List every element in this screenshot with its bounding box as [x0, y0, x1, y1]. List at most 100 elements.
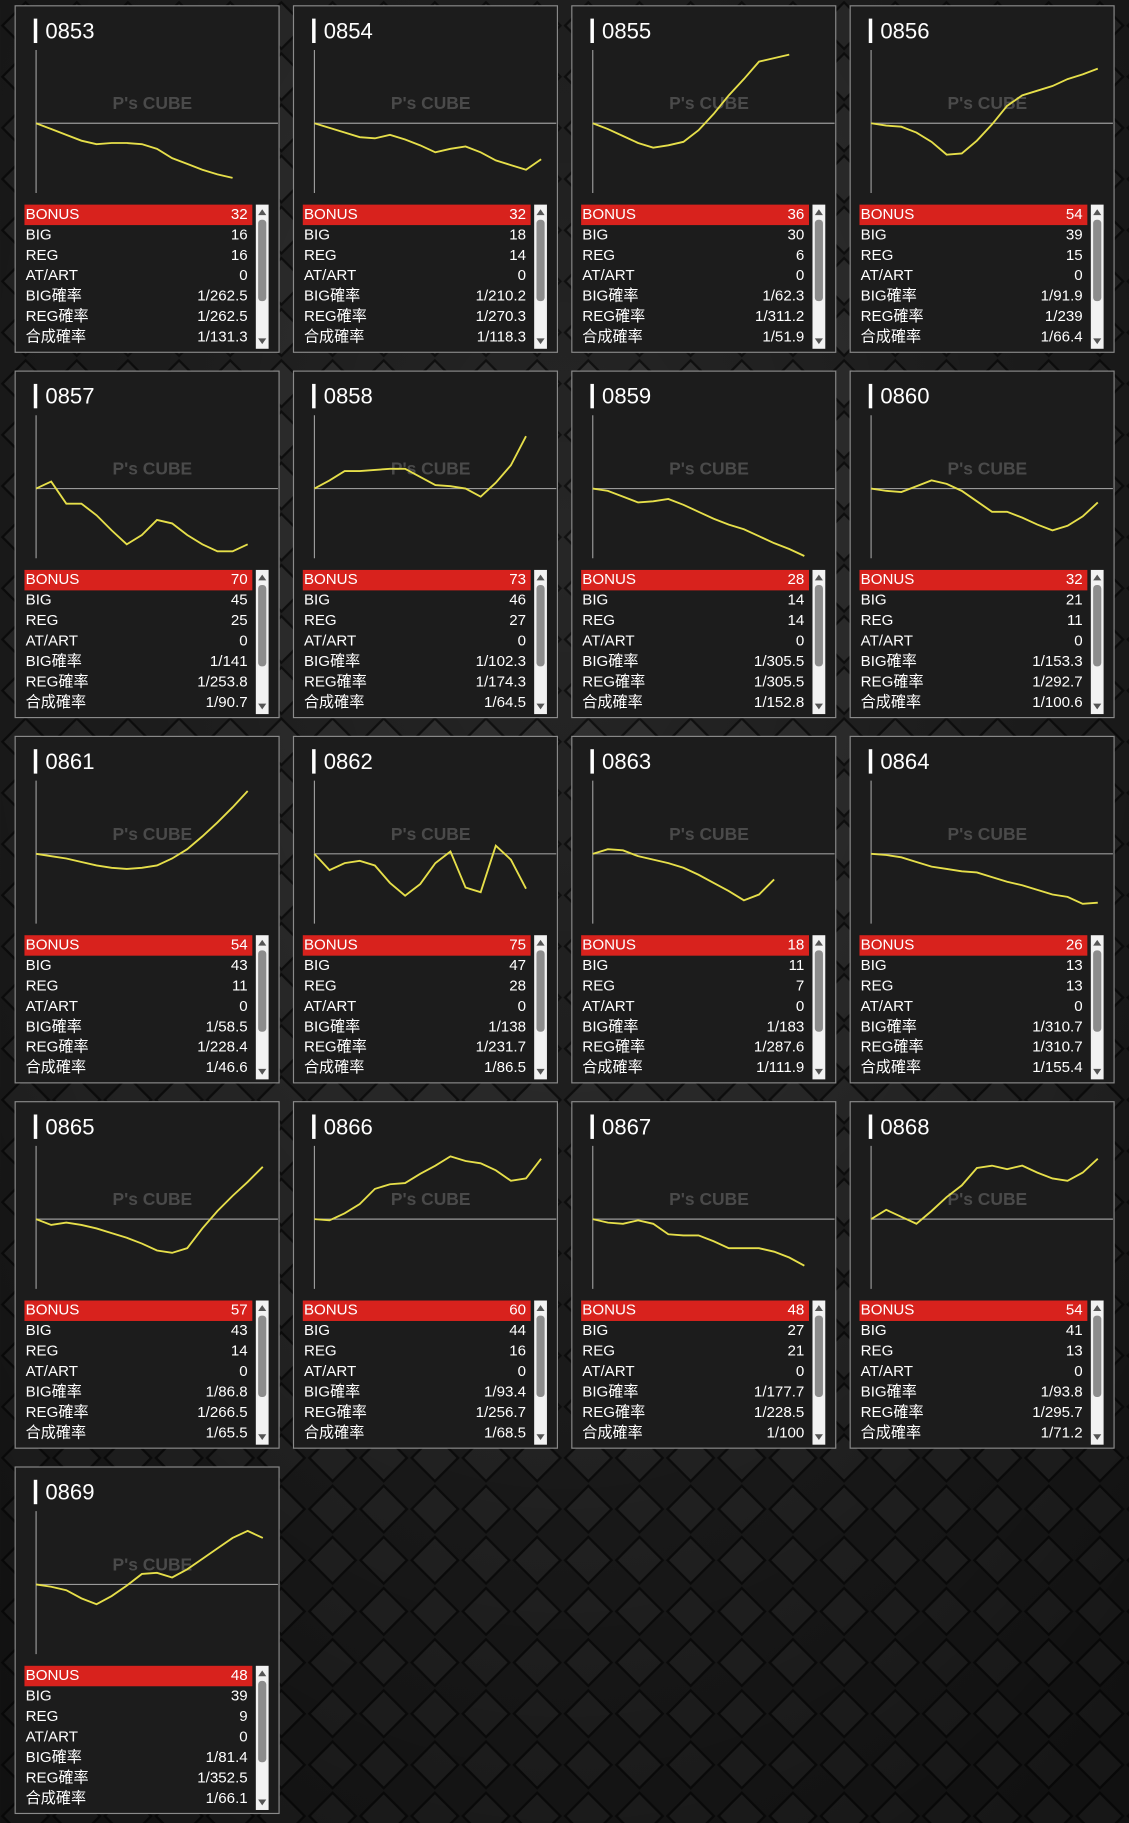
stat-value: 0	[796, 1363, 804, 1380]
card-bg	[14, 370, 280, 719]
stat-label: BONUS	[861, 571, 915, 588]
stat-value: 1/310.7	[1032, 1039, 1082, 1056]
watermark: P's CUBE	[391, 459, 471, 479]
stat-value: 1/131.3	[197, 329, 247, 346]
machine-card: 0860 P's CUBE BONUS 32 BIG 21 REG 11 AT/ART 0 BIG確…	[849, 370, 1115, 719]
card-bg	[292, 370, 558, 719]
scroll-thumb	[1093, 585, 1102, 667]
stat-value: 0	[796, 633, 804, 650]
scroll-down	[1093, 338, 1102, 345]
trend-line	[313, 844, 527, 897]
machine-id: 0865	[45, 1114, 94, 1139]
stat-label: AT/ART	[26, 1363, 78, 1380]
scroll-up	[1093, 209, 1102, 216]
stat-value: 1/155.4	[1032, 1059, 1082, 1076]
scroll-thumb	[258, 219, 267, 302]
machine-card: 0864 P's CUBE BONUS 26 BIG 13 REG 13 AT/ART 0 BIG確…	[849, 735, 1115, 1084]
stat-label: REG確率	[26, 1769, 89, 1786]
stat-label: BIG確率	[304, 1384, 360, 1401]
card-bg	[571, 1101, 837, 1449]
stat-label: BONUS	[861, 206, 915, 223]
machine-id: 0854	[324, 18, 373, 43]
scroll-thumb	[1093, 950, 1102, 1032]
stat-value: 44	[509, 1322, 526, 1339]
scroll-down	[536, 338, 545, 345]
stat-label: 合成確率	[861, 694, 921, 711]
machine-card: 0854 P's CUBE BONUS 32 BIG 18 REG 14 AT/ART 0 BIG確…	[292, 5, 558, 353]
scroll-up	[536, 574, 545, 581]
stat-value: 1/62.3	[762, 288, 804, 305]
stat-label: AT/ART	[582, 267, 634, 284]
scroll-thumb	[814, 585, 823, 667]
machine-id: 0864	[880, 749, 929, 774]
stat-label: REG	[861, 247, 894, 264]
stat-value: 16	[231, 247, 248, 264]
bonus-row-bg	[859, 204, 1088, 226]
card-bg	[14, 1466, 280, 1815]
stat-label: BIG確率	[26, 1384, 82, 1401]
card-bg	[571, 370, 837, 719]
stat-value: 1/228.4	[197, 1039, 247, 1056]
stat-value: 0	[239, 998, 247, 1015]
stat-value: 1/90.7	[206, 694, 248, 711]
machine-id: 0869	[45, 1480, 94, 1505]
stat-value: 47	[509, 957, 526, 974]
stat-value: 45	[231, 592, 248, 609]
stat-label: BONUS	[582, 206, 636, 223]
trend-line	[35, 790, 249, 870]
card-bg	[849, 370, 1115, 719]
stat-label: REG	[582, 1343, 615, 1360]
stat-label: BIG	[26, 1322, 52, 1339]
stat-label: REG確率	[26, 673, 89, 690]
scroll-down	[814, 338, 823, 345]
stat-label: REG	[582, 247, 615, 264]
stat-label: 合成確率	[26, 329, 86, 346]
watermark: P's CUBE	[391, 93, 471, 113]
stat-value: 1/118.3	[477, 329, 526, 346]
trend-line	[592, 1218, 805, 1267]
stat-value: 27	[509, 612, 526, 629]
machine-id: 0862	[324, 749, 373, 774]
scroll-down	[1093, 1434, 1102, 1441]
stat-value: 0	[796, 998, 804, 1015]
machine-card: 0853 P's CUBE BONUS 32 BIG 16 REG 16 AT/ART 0 BIG確…	[14, 5, 280, 353]
stat-label: REG	[304, 612, 337, 629]
scroll-up	[1093, 1305, 1102, 1311]
card-bg	[14, 1101, 280, 1449]
stat-label: 合成確率	[304, 1059, 364, 1076]
stat-label: BIG確率	[304, 1018, 360, 1035]
stat-value: 1/66.4	[1041, 329, 1083, 346]
stat-label: REG	[582, 977, 615, 994]
card-bg	[14, 5, 280, 353]
stat-value: 0	[1074, 633, 1082, 650]
scroll-down	[536, 703, 545, 710]
stat-value: 26	[1066, 936, 1083, 953]
stat-value: 1/152.8	[754, 694, 804, 711]
watermark: P's CUBE	[669, 93, 749, 113]
scroll-thumb	[258, 1680, 267, 1763]
stat-label: REG確率	[861, 308, 924, 325]
stat-value: 1/141	[210, 653, 248, 670]
machine-id: 0861	[45, 749, 94, 774]
stat-label: BIG確率	[304, 653, 360, 670]
stat-value: 1/270.3	[476, 308, 526, 325]
stat-label: REG確率	[26, 308, 89, 325]
stat-label: AT/ART	[861, 1363, 913, 1380]
machine-id: 0860	[880, 384, 929, 409]
scroll-down	[258, 338, 267, 345]
stat-label: REG確率	[861, 1039, 924, 1056]
stat-value: 1/64.5	[484, 694, 526, 711]
stat-label: BONUS	[26, 936, 80, 953]
stat-value: 0	[239, 267, 247, 284]
title-marker	[312, 18, 316, 44]
scroll-thumb	[1093, 219, 1102, 302]
scroll-up	[258, 1670, 267, 1677]
stat-value: 1/102.3	[476, 653, 526, 670]
stat-value: 11	[789, 957, 805, 974]
scroll-up	[814, 939, 823, 946]
stat-label: BONUS	[304, 571, 358, 588]
title-marker	[868, 18, 873, 44]
stat-label: REG確率	[861, 673, 924, 690]
stat-label: REG	[26, 1708, 59, 1725]
scroll-thumb	[536, 219, 545, 302]
